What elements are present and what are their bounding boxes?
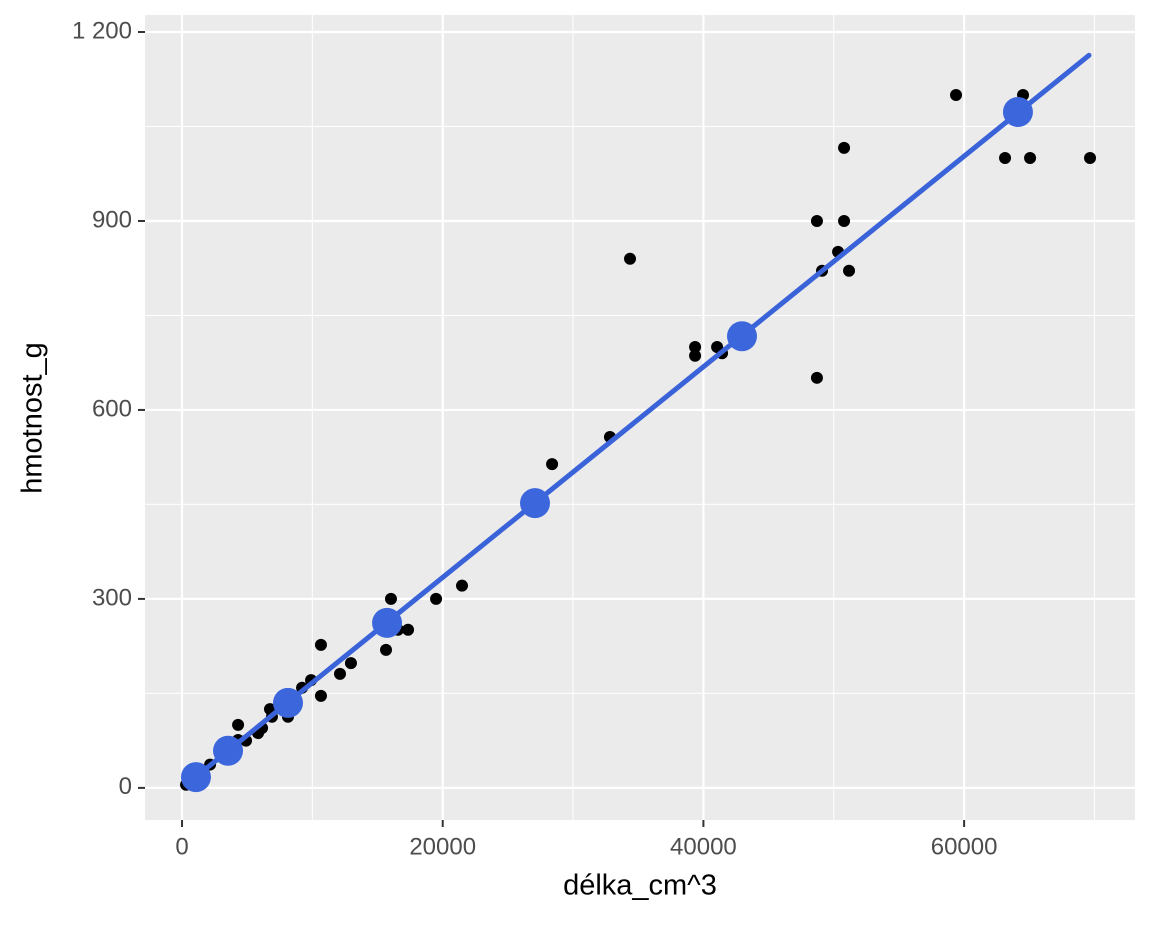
data-point — [810, 214, 823, 227]
fit-line — [183, 52, 1092, 788]
data-point — [1024, 151, 1037, 164]
data-point — [430, 592, 443, 605]
x-tick-label: 0 — [175, 833, 188, 860]
data-point — [843, 264, 856, 277]
data-point — [838, 214, 851, 227]
data-point — [314, 638, 327, 651]
data-point — [1084, 151, 1097, 164]
x-tick-label: 60000 — [931, 833, 998, 860]
data-point — [232, 718, 245, 731]
y-tick-label: 300 — [92, 584, 132, 611]
data-point — [314, 689, 327, 702]
data-point — [689, 340, 702, 353]
y-tick-label: 600 — [92, 395, 132, 422]
x-tick-label: 20000 — [409, 833, 476, 860]
x-axis-title: délka_cm^3 — [563, 870, 717, 902]
data-point — [689, 349, 702, 362]
x-tick-label: 40000 — [670, 833, 737, 860]
y-tick-label: 0 — [119, 773, 132, 800]
fitted-point — [1002, 97, 1033, 128]
data-point — [950, 88, 963, 101]
fitted-point — [272, 687, 303, 718]
y-tick-label: 1 200 — [72, 17, 132, 44]
data-point — [402, 623, 415, 636]
y-axis-title: hmotnost_g — [17, 342, 49, 494]
data-point — [546, 458, 559, 471]
fitted-point — [726, 321, 757, 352]
y-tick-label: 900 — [92, 206, 132, 233]
data-point — [999, 151, 1012, 164]
fitted-point — [180, 762, 211, 793]
data-point — [334, 667, 347, 680]
fitted-point — [520, 488, 551, 519]
fitted-point — [372, 607, 403, 638]
data-point — [344, 657, 357, 670]
fitted-point — [213, 735, 244, 766]
data-point — [624, 252, 637, 265]
data-point — [384, 592, 397, 605]
data-point — [380, 643, 393, 656]
data-point — [456, 579, 469, 592]
data-point — [838, 141, 851, 154]
data-point — [810, 371, 823, 384]
